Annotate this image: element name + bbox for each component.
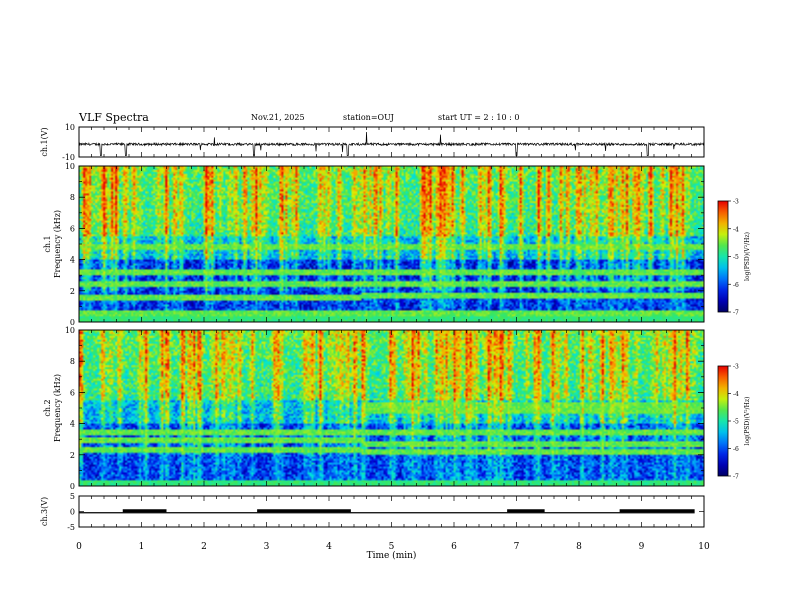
x-tick-label: 4 xyxy=(326,542,332,552)
ch1-waveform-panel: 10 -10 ch.1(V) xyxy=(40,123,705,162)
x-tick-label: 8 xyxy=(576,542,582,552)
ch1-spec-heatmap xyxy=(79,166,704,322)
colorbar-ch1-tick-label: -3 xyxy=(733,199,739,206)
x-tick-label: 10 xyxy=(698,542,710,552)
x-tick-label: 1 xyxy=(139,542,145,552)
ch2-spec-ytick-label: 6 xyxy=(70,388,75,397)
x-axis-label: Time (min) xyxy=(367,550,417,561)
x-tick-label: 0 xyxy=(76,542,82,552)
date-label: Nov.21, 2025 xyxy=(251,113,305,122)
ch1-series-line xyxy=(78,131,705,156)
ch2-spec-ytick-label: 4 xyxy=(70,420,75,429)
start-time-label: start UT = 2 : 10 : 0 xyxy=(438,113,520,122)
ch1-ylabel: ch.1(V) xyxy=(40,127,49,156)
colorbar-ch1-label: log(PSD)(V²/Hz) xyxy=(744,232,751,281)
ch1-spec-ytick-label: 0 xyxy=(70,318,75,327)
colorbar-ch1-tick-label: -4 xyxy=(733,226,739,233)
x-tick-label: 6 xyxy=(451,542,457,552)
ch1-spec-ytick-label: 6 xyxy=(70,224,75,233)
ch2-spec-heatmap xyxy=(79,330,704,486)
ch1-spec-ytick-label: 4 xyxy=(70,256,75,265)
ch2-spec-ytick-label: 0 xyxy=(70,482,75,491)
colorbar-ch1-tick-label: -5 xyxy=(733,254,739,261)
ch1-spec-ylabel: Frequency (kHz) xyxy=(53,210,62,278)
ch1-spectrogram-panel: 0 2 4 6 8 10 ch.1 Frequency (kHz) xyxy=(43,162,705,327)
x-tick-label: 3 xyxy=(264,542,270,552)
colorbar-ch1-tick-label: -6 xyxy=(733,282,739,289)
ch1-spec-ytick-label: 8 xyxy=(70,193,75,202)
ch3-segment xyxy=(507,509,545,513)
ch3-ylabel: ch.3(V) xyxy=(40,497,49,526)
x-tick-label: 5 xyxy=(389,542,395,552)
colorbar-ch2-bar xyxy=(717,365,729,477)
ch3-panel: 5 0 -5 ch.3(V) xyxy=(40,492,705,532)
ch2-spec-ylabel: Frequency (kHz) xyxy=(53,374,62,442)
ch1-ytick-label: 10 xyxy=(65,123,75,132)
x-tick-label: 2 xyxy=(201,542,207,552)
colorbar-ch2-tick-label: -5 xyxy=(733,419,739,426)
x-tick-label: 9 xyxy=(639,542,645,552)
ch2-spec-ytick-label: 8 xyxy=(70,357,75,366)
chart-title: VLF Spectra xyxy=(79,111,149,124)
x-axis: 0 1 2 3 4 5 6 7 8 9 10 Time (min) xyxy=(76,542,710,561)
colorbar-ch2-tick-label: -7 xyxy=(733,474,739,481)
ch3-segment xyxy=(619,509,695,513)
ch2-spec-ytick-label: 10 xyxy=(65,326,75,335)
ch3-ytick-label: 5 xyxy=(70,492,75,501)
ch2-spec-ytick-label: 2 xyxy=(70,451,75,460)
ch3-segment xyxy=(122,509,167,513)
colorbar-ch2-tick-label: -4 xyxy=(733,391,739,398)
ch2-spectrogram-panel: 0 2 4 6 8 10 ch.2 Frequency (kHz) xyxy=(43,326,705,491)
ch3-segment xyxy=(257,509,351,513)
colorbar-ch1-tick-label: -7 xyxy=(733,310,739,317)
ch3-ytick-label: 0 xyxy=(70,508,75,517)
ch1-spec-ytick-label: 10 xyxy=(65,162,75,171)
colorbar-ch2-label: log(PSD)(V²/Hz) xyxy=(744,397,751,446)
colorbar-ch1-bar xyxy=(717,200,729,313)
colorbar-ch2-tick-label: -3 xyxy=(733,364,739,371)
ch3-ytick-label: -5 xyxy=(67,523,75,532)
ch1-spec-ylabel-channel: ch.1 xyxy=(43,235,52,252)
station-label: station=OUJ xyxy=(343,113,394,122)
ch1-ytick-label: -10 xyxy=(62,153,75,162)
ch2-spec-ylabel-channel: ch.2 xyxy=(43,399,52,416)
colorbars: -3 -4 -5 -6 -7 log(PSD)(V²/Hz) -3 -4 -5 -6 -7 log(P… xyxy=(717,199,751,481)
x-tick-label: 7 xyxy=(514,542,520,552)
ch1-spec-ytick-label: 2 xyxy=(70,287,75,296)
colorbar-ch2-tick-label: -6 xyxy=(733,446,739,453)
